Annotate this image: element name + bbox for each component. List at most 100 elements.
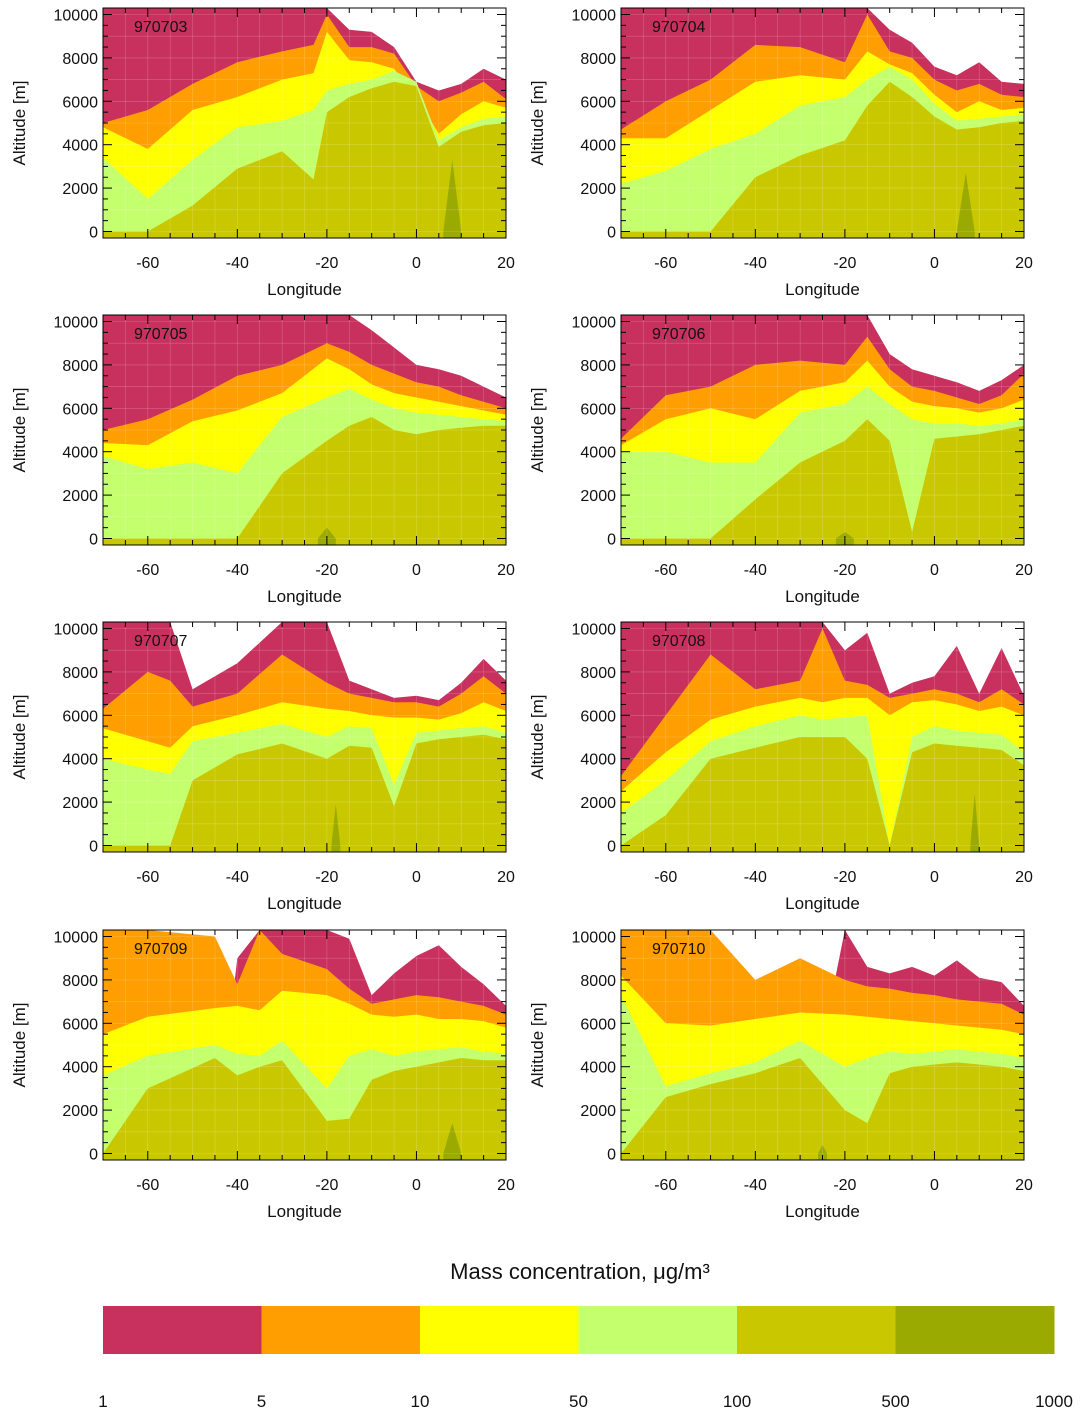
plot-area [103,315,506,545]
panel-date-label: 970707 [134,633,187,650]
grid [103,622,506,852]
panel-970703: -60 -40 -20 0 20 0 2000 4000 6000 8000 10000 Longit… [10,7,515,299]
y-tick-label: 8000 [580,665,616,682]
y-tick-label: 10000 [54,315,99,332]
y-tick-label: 0 [89,838,98,855]
colorbar-tick-label: 1000 [1035,1392,1073,1411]
x-axis-label: Longitude [785,280,860,299]
colorbar-box [103,1306,262,1354]
x-tick-label: -40 [226,255,249,272]
y-tick-label: 10000 [572,315,617,332]
x-tick-label: 20 [497,255,515,272]
colorbar-box [895,1306,1055,1354]
panel-970709: -60 -40 -20 0 20 0 2000 4000 6000 8000 10000 Longit… [10,929,515,1221]
y-axis-label: Altitude [m] [10,1002,29,1087]
y-axis-label: Altitude [m] [10,694,29,779]
x-tick-label: 20 [497,869,515,886]
x-tick-label: -60 [654,255,677,272]
contour-band-100-500 [621,81,1024,238]
x-tick-label: 0 [412,869,421,886]
colorbar-tick-label: 5 [257,1392,266,1411]
x-tick-label: -40 [744,562,767,579]
x-axis-label: Longitude [267,587,342,606]
x-axis-label: Longitude [267,894,342,913]
y-tick-label: 10000 [572,930,617,947]
axis-ticks [620,930,1025,1160]
contour-band-100-500 [103,81,506,238]
plot-area [621,315,1024,545]
x-tick-label: -40 [226,1177,249,1194]
y-tick-label: 8000 [62,358,98,375]
colorbar-box [261,1306,421,1354]
contour-band-500-1000 [331,804,341,852]
plot-area [621,8,1024,238]
axis-ticks [620,315,1025,545]
x-tick-label: 20 [497,1177,515,1194]
y-tick-label: 8000 [62,51,98,68]
x-axis-label: Longitude [785,587,860,606]
contour-band-100-500 [103,1058,506,1160]
contour-band-500-1000 [970,793,980,852]
colorbar-tick-label: 10 [411,1392,430,1411]
y-tick-label: 8000 [62,665,98,682]
y-tick-label: 6000 [62,1016,98,1033]
axis-ticks [102,622,507,852]
contour-band-500-1000 [956,172,975,238]
colorbar: Mass concentration, μg/m³ 1 5 10 50 100 500 10… [98,1259,1073,1411]
y-tick-label: 0 [607,224,616,241]
axis-ticks [102,8,507,238]
x-tick-label: -20 [833,1177,856,1194]
x-axis-label: Longitude [267,280,342,299]
x-axis-label: Longitude [785,1202,860,1221]
y-tick-label: 2000 [580,181,616,198]
panel-date-label: 970709 [134,941,187,958]
x-tick-label: -60 [654,562,677,579]
x-tick-label: -60 [136,562,159,579]
x-axis-label: Longitude [267,1202,342,1221]
grid [103,8,506,238]
y-tick-label: 6000 [580,401,616,418]
y-tick-label: 6000 [580,94,616,111]
x-tick-label: 0 [930,562,939,579]
colorbar-box [737,1306,896,1354]
y-tick-label: 0 [607,1146,616,1163]
panel-date-label: 970708 [652,633,705,650]
y-tick-label: 10000 [54,8,99,25]
x-tick-label: 0 [930,869,939,886]
contour-band-100-500 [103,734,506,852]
y-tick-label: 2000 [580,795,616,812]
x-tick-label: 20 [1015,1177,1033,1194]
x-tick-label: -60 [136,869,159,886]
panel-date-label: 970703 [134,19,187,36]
x-axis-label: Longitude [785,894,860,913]
x-tick-label: -60 [136,1177,159,1194]
grid [103,315,506,545]
axis-ticks [102,315,507,545]
colorbar-tick-label: 50 [569,1392,588,1411]
x-tick-label: 20 [497,562,515,579]
panel-970704: -60 -40 -20 0 20 0 2000 4000 6000 8000 10000 Longit… [528,7,1033,299]
x-tick-label: -20 [833,869,856,886]
panel-970706: -60 -40 -20 0 20 0 2000 4000 6000 8000 10000 Longit… [528,314,1033,606]
contour-band-100-500 [621,737,1024,852]
x-tick-label: -20 [315,562,338,579]
panels: -60 -40 -20 0 200200040006000800010000Longit… [10,7,1033,1221]
y-tick-label: 0 [89,224,98,241]
x-tick-label: -60 [136,255,159,272]
contour-band-100-500 [621,1058,1024,1160]
plot-area [103,8,506,238]
x-tick-label: -60 [654,869,677,886]
axis-ticks [102,930,507,1160]
y-tick-label: 8000 [580,51,616,68]
y-tick-label: 6000 [580,1016,616,1033]
y-axis-label: Altitude [m] [528,387,547,472]
contour-band-500-1000 [818,1144,827,1160]
x-tick-label: -20 [315,869,338,886]
plot-area [103,622,506,852]
y-axis-label: Altitude [m] [10,387,29,472]
axis-ticks [620,622,1025,852]
x-tick-label: 0 [930,1177,939,1194]
grid [621,930,1024,1160]
x-tick-label: -40 [744,255,767,272]
